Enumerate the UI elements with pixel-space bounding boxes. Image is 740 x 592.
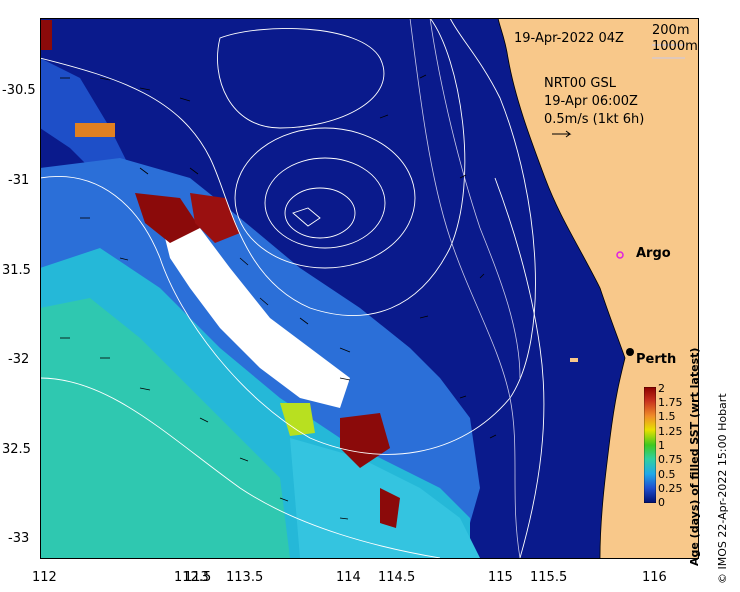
sst-band-teal [40, 298, 290, 558]
isobath-label-200: 200m [652, 23, 690, 38]
isobaths [409, 18, 521, 558]
sst-yellow-patch [280, 403, 315, 436]
colorbar-tick-label: 0.25 [658, 482, 683, 495]
x-tick-label: 115 [488, 570, 513, 585]
colorbar-tick-label: 1.25 [658, 425, 683, 438]
colorbar-tick-label: 0 [658, 496, 665, 509]
x-tick-label: 113 [184, 570, 209, 585]
y-tick-label: 31.5 [2, 263, 31, 278]
argo-marker [616, 251, 624, 259]
credit-text: © IMOS 22-Apr-2022 15:00 Hobart [716, 393, 729, 584]
sst-fresh-streak [160, 218, 350, 408]
y-tick-label: -31 [8, 173, 30, 188]
colorbar-tick-label: 2 [658, 382, 665, 395]
vector-scale-arrow [552, 130, 572, 138]
y-tick-label: 32.5 [2, 442, 31, 457]
x-tick-label: 112 [32, 570, 57, 585]
map-frame [40, 18, 699, 559]
current-vectors [60, 74, 497, 520]
colorbar-title: Age (days) of filled SST (wrt latest) [688, 347, 701, 566]
colorbar-gradient [644, 387, 656, 503]
rottnest-island [570, 358, 578, 362]
date-label: 19-Apr-2022 04Z [514, 31, 624, 46]
sst-aged-patch-1 [135, 193, 200, 243]
vector-scale-label: 0.5m/s (1kt 6h) [544, 112, 645, 127]
contour-lines [40, 18, 545, 558]
y-tick-label: -30.5 [2, 83, 36, 98]
x-tick-label: 112.5 [174, 570, 212, 585]
sst-aged-patch-2 [190, 193, 240, 243]
x-tick-label: 114.5 [378, 570, 416, 585]
coastline [497, 18, 626, 558]
x-tick-label: 113.5 [226, 570, 264, 585]
sst-aged-patch-4 [380, 488, 400, 528]
place-label-argo: Argo [636, 246, 671, 261]
colorbar [644, 387, 656, 503]
sst-top-left-patch [40, 20, 52, 50]
colorbar-tick-label: 1.75 [658, 396, 683, 409]
isobath-label-1000: 1000m [652, 39, 698, 54]
x-tick-label: 116 [642, 570, 667, 585]
perth-marker [626, 348, 634, 356]
place-label-perth: Perth [636, 352, 677, 367]
y-tick-label: -33 [8, 531, 30, 546]
colorbar-tick-label: 1 [658, 439, 665, 452]
sst-map [40, 18, 698, 558]
colorbar-tick-label: 0.75 [658, 453, 683, 466]
current-product-label: NRT00 GSL [544, 76, 616, 91]
y-tick-label: -32 [8, 352, 30, 367]
colorbar-tick-label: 0.5 [658, 468, 676, 481]
current-time-label: 19-Apr 06:00Z [544, 94, 638, 109]
x-tick-label: 115.5 [530, 570, 568, 585]
sst-orange-patch [75, 123, 115, 137]
colorbar-tick-label: 1.5 [658, 410, 676, 423]
x-tick-label: 114 [336, 570, 361, 585]
sst-patch-blue [40, 58, 130, 178]
